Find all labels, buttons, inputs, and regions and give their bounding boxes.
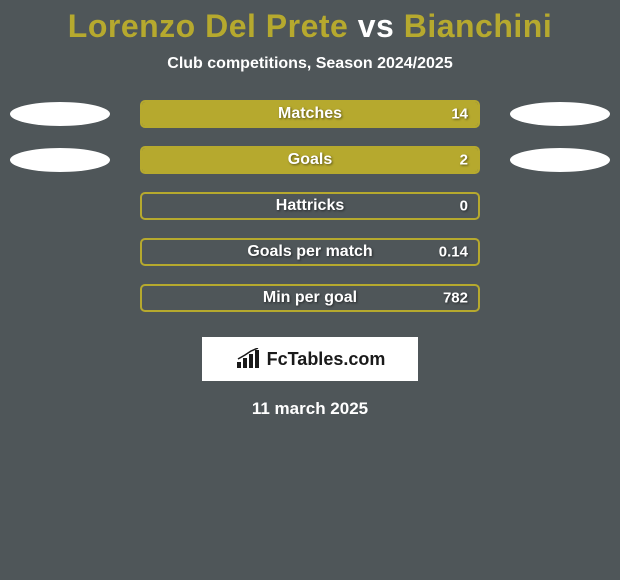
oval-right xyxy=(510,148,610,172)
comparison-title: Lorenzo Del Prete vs Bianchini xyxy=(0,0,620,49)
stat-row: Goals 2 xyxy=(0,137,620,183)
player2-name: Bianchini xyxy=(404,8,553,44)
stat-label: Hattricks xyxy=(276,197,344,215)
player1-name: Lorenzo Del Prete xyxy=(68,8,349,44)
stat-label: Matches xyxy=(278,105,342,123)
stat-rows: Matches 14 Goals 2 Hattricks 0 Goals per match… xyxy=(0,91,620,321)
stat-row: Goals per match 0.14 xyxy=(0,229,620,275)
brand-text: FcTables.com xyxy=(267,349,386,370)
subtitle: Club competitions, Season 2024/2025 xyxy=(0,49,620,91)
footer-date: 11 march 2025 xyxy=(0,399,620,419)
vs-text: vs xyxy=(358,8,395,44)
oval-left xyxy=(10,102,110,126)
brand-chart-icon xyxy=(235,348,263,370)
stat-value-right: 14 xyxy=(451,106,468,123)
stat-row: Hattricks 0 xyxy=(0,183,620,229)
stat-value-right: 0.14 xyxy=(439,244,468,261)
stat-row: Min per goal 782 xyxy=(0,275,620,321)
stat-row: Matches 14 xyxy=(0,91,620,137)
oval-right xyxy=(510,102,610,126)
stat-label: Goals per match xyxy=(247,243,372,261)
stat-label: Goals xyxy=(288,151,332,169)
brand-box: FcTables.com xyxy=(202,337,418,381)
stat-label: Min per goal xyxy=(263,289,357,307)
stat-value-right: 0 xyxy=(460,198,468,215)
stat-value-right: 782 xyxy=(443,290,468,307)
oval-left xyxy=(10,148,110,172)
stat-value-right: 2 xyxy=(460,152,468,169)
